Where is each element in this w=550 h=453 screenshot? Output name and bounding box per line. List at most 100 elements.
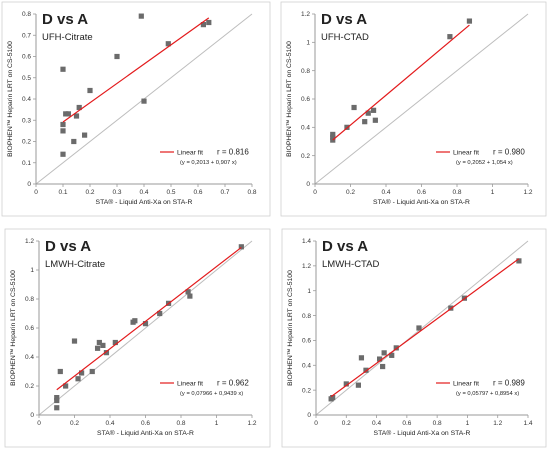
- legend-r-value: r = 0.989: [493, 379, 525, 388]
- panel-frame: [280, 1, 547, 217]
- panel-ufh-citrate: 0 0.1 0.2 0.3 0.4 0.5 0.6 0.7 0.8 0 0.1 0.2 0.3 0.4 0.…: [0, 0, 272, 222]
- y-tick-label: 0.4: [301, 125, 310, 132]
- x-tick-label: 0.2: [346, 189, 355, 196]
- identity-line: [38, 240, 253, 416]
- data-point: [65, 111, 71, 117]
- panel-lmwh-citrate: 0 0.2 0.4 0.6 0.8 1 1.2 0 0.2 0.4 0.6 0.8 1 1.2 STA® -…: [0, 227, 272, 453]
- y-tick-label: 1.2: [302, 263, 311, 270]
- x-tick-label: 0.2: [342, 420, 351, 427]
- data-point: [330, 137, 336, 143]
- y-tick-label: 1.2: [25, 238, 34, 245]
- panel-frame: [4, 228, 271, 448]
- panel-title: D vs A: [45, 238, 91, 255]
- y-tick-label: 0: [27, 181, 31, 188]
- data-point: [96, 339, 102, 346]
- x-tick-label: 0.4: [139, 189, 148, 196]
- x-tick-label: 0.8: [433, 420, 442, 427]
- y-tick-label: 0.5: [22, 75, 31, 82]
- data-point: [416, 325, 422, 331]
- panel-title: D vs A: [42, 11, 88, 28]
- y-tick-label: 0.8: [25, 296, 34, 303]
- panel-subtitle: UFH-CTAD: [321, 32, 369, 43]
- y-tick-label: 0.3: [22, 117, 31, 124]
- data-point: [355, 382, 361, 388]
- data-point: [87, 87, 93, 94]
- x-tick-label: 1: [466, 420, 470, 427]
- data-point: [73, 113, 80, 119]
- data-point: [54, 405, 60, 411]
- y-tick-label: 1: [30, 267, 34, 274]
- y-tick-label: 0.8: [301, 68, 310, 75]
- data-point: [330, 134, 336, 140]
- data-point: [380, 363, 386, 370]
- data-point: [157, 310, 163, 317]
- data-point: [362, 119, 368, 125]
- panel-frame: [281, 228, 547, 448]
- data-point: [71, 338, 78, 344]
- x-tick-label: 1.4: [523, 420, 532, 427]
- y-tick-label: 0.8: [22, 11, 31, 18]
- data-point: [206, 19, 212, 26]
- panel-title: D vs A: [321, 11, 367, 28]
- data-point: [185, 289, 191, 295]
- data-point: [82, 132, 88, 138]
- y-tick-label: 0.4: [22, 96, 31, 103]
- data-point: [57, 368, 63, 375]
- data-point: [100, 342, 106, 348]
- data-point: [79, 370, 85, 376]
- y-axis-label: BIOPHEN™ Heparin LRT on CS-5100: [287, 270, 294, 386]
- x-tick-label: 0.6: [141, 420, 150, 427]
- y-tick-label: 0.2: [22, 139, 31, 146]
- data-point: [138, 13, 144, 19]
- data-point: [447, 34, 453, 40]
- panel-ufh-ctad: 0 0.2 0.4 0.6 0.8 1 1.2 0 0.2 0.4 0.6 0.8 1 1.2 STA® -…: [276, 0, 548, 222]
- x-tick-label: 0.4: [105, 420, 114, 427]
- data-point: [363, 367, 369, 373]
- data-point: [60, 151, 66, 157]
- data-point: [370, 107, 377, 113]
- y-tick-label: 0.1: [22, 160, 31, 167]
- data-point: [389, 352, 395, 358]
- data-point: [516, 258, 522, 264]
- data-point: [330, 395, 336, 401]
- panel-title: D vs A: [322, 238, 368, 255]
- fit-line: [332, 24, 470, 141]
- data-point: [141, 98, 147, 104]
- data-point: [89, 368, 95, 375]
- legend-label: Linear fit: [453, 380, 479, 387]
- y-tick-label: 1: [307, 288, 311, 295]
- legend-r-value: r = 0.980: [493, 148, 525, 157]
- y-tick-label: 0.6: [302, 338, 311, 345]
- y-tick-label: 0.2: [301, 153, 310, 160]
- x-tick-label: 0.8: [247, 189, 256, 196]
- identity-line: [315, 240, 529, 416]
- x-tick-label: 0.4: [381, 189, 390, 196]
- x-tick-label: 0.6: [402, 420, 411, 427]
- data-point: [393, 345, 399, 351]
- legend-label: Linear fit: [177, 149, 203, 156]
- data-point: [132, 318, 138, 324]
- x-tick-label: 0.5: [166, 189, 175, 196]
- y-tick-label: 0.2: [302, 387, 311, 394]
- data-point: [142, 321, 149, 327]
- y-tick-label: 0.6: [25, 325, 34, 332]
- fit-line: [56, 246, 242, 391]
- x-tick-label: 0: [37, 420, 41, 427]
- y-tick-label: 0.4: [302, 362, 311, 369]
- data-point: [60, 128, 66, 134]
- data-point: [103, 350, 110, 356]
- data-point: [372, 117, 378, 123]
- data-point: [60, 121, 66, 128]
- data-point: [63, 383, 69, 389]
- x-tick-label: 0: [314, 420, 318, 427]
- y-axis-label: BIOPHEN™ Heparin LRT on CS-5100: [10, 270, 17, 386]
- y-tick-label: 0: [30, 412, 34, 419]
- panel-lmwh-ctad: 0 0.2 0.4 0.6 0.8 1 1.2 1.4 0 0.2 0.4 0.6 0.8 1 1.2 1.4…: [276, 227, 548, 453]
- x-axis-label: STA® - Liquid Anti-Xa on STA-R: [373, 198, 470, 206]
- panel-frame: [1, 1, 271, 217]
- y-tick-label: 0.6: [22, 54, 31, 61]
- data-point: [343, 381, 349, 387]
- data-point: [54, 397, 60, 404]
- y-tick-label: 0: [306, 181, 310, 188]
